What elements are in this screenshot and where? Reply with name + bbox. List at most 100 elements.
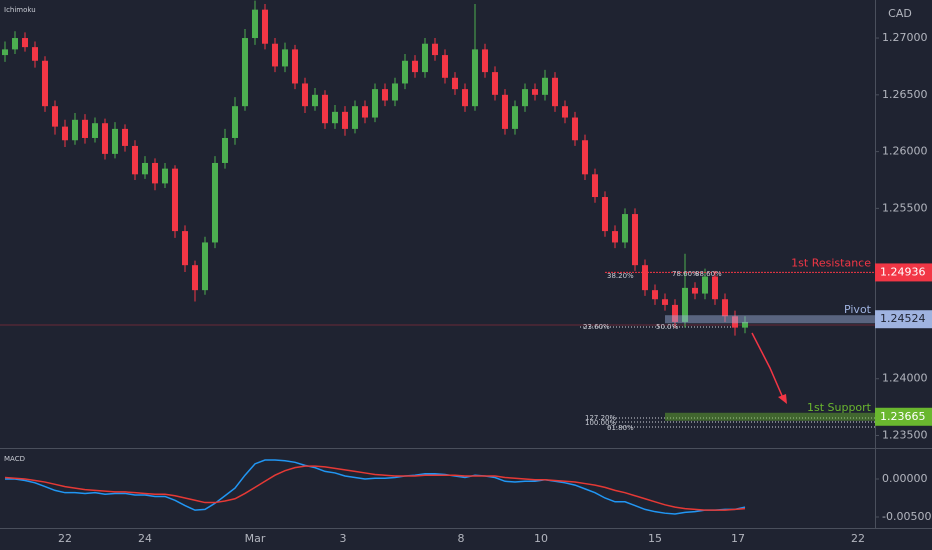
candle-body xyxy=(702,276,708,294)
candle-body xyxy=(332,111,338,124)
candle-body xyxy=(722,299,728,317)
fib-label: 78.60% xyxy=(672,270,699,278)
x-tick-label: 22 xyxy=(851,532,865,545)
candle-body xyxy=(562,106,568,118)
fib-label: 38.20% xyxy=(607,272,634,280)
fib-label: 100.00% xyxy=(585,419,616,427)
candle-body xyxy=(12,38,18,50)
x-tick-label: 15 xyxy=(648,532,662,545)
candle-body xyxy=(732,316,738,328)
candle-body xyxy=(342,111,348,129)
level-zone xyxy=(665,315,875,324)
x-tick-label: 10 xyxy=(534,532,548,545)
candle-body xyxy=(252,9,258,39)
forecast-arrow xyxy=(751,332,784,399)
candle-body xyxy=(212,162,218,243)
candle-body xyxy=(552,77,558,107)
candle-body xyxy=(192,265,198,291)
x-tick-label: 3 xyxy=(340,532,347,545)
candle-body xyxy=(322,94,328,124)
y-tick-label: 1.27000 xyxy=(882,31,928,44)
level-badge xyxy=(875,263,932,282)
candle-body xyxy=(152,162,158,184)
y-tick-label: 0.00000 xyxy=(882,472,928,485)
candle-body xyxy=(272,43,278,67)
candle-body xyxy=(452,77,458,90)
y-tick-label: 1.26500 xyxy=(882,88,928,101)
fib-label: 88.60% xyxy=(695,270,722,278)
candle-body xyxy=(572,117,578,141)
level-name: 1st Support xyxy=(807,401,872,414)
candle-body xyxy=(412,60,418,73)
x-tick-label: 24 xyxy=(138,532,152,545)
candle-body xyxy=(612,231,618,243)
candle-body xyxy=(582,140,588,175)
candle-body xyxy=(312,94,318,107)
y-tick-label: 1.23500 xyxy=(882,429,928,442)
candle-body xyxy=(652,290,658,300)
candle-body xyxy=(372,89,378,118)
candle-body xyxy=(42,60,48,107)
candle-body xyxy=(442,55,448,78)
candle-body xyxy=(392,83,398,101)
candle-body xyxy=(432,43,438,56)
indicator-label: Ichimoku xyxy=(4,6,36,14)
fib-label: 127.20% xyxy=(585,414,616,422)
candle-body xyxy=(292,49,298,84)
macd-line xyxy=(5,459,746,515)
candle-body xyxy=(422,43,428,73)
candle-body xyxy=(642,265,648,291)
candle-body xyxy=(302,83,308,107)
candle-body xyxy=(72,119,78,141)
macd-label: MACD xyxy=(4,455,25,463)
candle-body xyxy=(602,197,608,232)
candle-body xyxy=(402,60,408,84)
candle-body xyxy=(492,72,498,95)
candle-body xyxy=(622,214,628,243)
macd-line xyxy=(4,465,746,511)
y-tick-label: 1.24000 xyxy=(882,372,928,385)
candle-body xyxy=(2,49,8,56)
candle-body xyxy=(262,9,268,44)
x-tick-label: 8 xyxy=(458,532,465,545)
fib-label: 61.80% xyxy=(607,424,634,432)
candle-body xyxy=(182,231,188,266)
y-tick-label: -0.00500 xyxy=(882,510,931,523)
candle-body xyxy=(222,137,228,163)
candle-body xyxy=(32,47,38,61)
candle-body xyxy=(462,89,468,107)
candle-body xyxy=(712,276,718,300)
candle-body xyxy=(22,38,28,48)
candle-body xyxy=(232,106,238,138)
level-badge xyxy=(875,310,932,329)
candle-body xyxy=(472,49,478,107)
candle-body xyxy=(122,128,128,146)
candle-body xyxy=(282,49,288,67)
candle-body xyxy=(62,126,68,141)
fib-label: 23.60% xyxy=(583,323,610,331)
candle-body xyxy=(592,174,598,198)
candle-body xyxy=(102,123,108,154)
candle-body xyxy=(172,168,178,232)
candle-body xyxy=(352,106,358,129)
candle-body xyxy=(662,299,668,305)
level-badge xyxy=(875,407,932,426)
x-tick-label: 22 xyxy=(58,532,72,545)
candle-body xyxy=(52,106,58,127)
candle-body xyxy=(502,94,508,129)
candle-body xyxy=(742,321,748,328)
x-tick-label: Mar xyxy=(245,532,266,545)
level-value: 1.24524 xyxy=(880,312,926,325)
candle-body xyxy=(112,128,118,154)
candle-body xyxy=(132,145,138,175)
fib-label: 50.0% xyxy=(656,323,679,331)
candle-body xyxy=(682,287,688,322)
candle-body xyxy=(162,168,168,184)
arrow-head xyxy=(778,394,787,404)
candle-body xyxy=(242,38,248,107)
candle-body xyxy=(82,119,88,138)
currency-label: CAD xyxy=(888,7,912,20)
candle-body xyxy=(542,77,548,95)
